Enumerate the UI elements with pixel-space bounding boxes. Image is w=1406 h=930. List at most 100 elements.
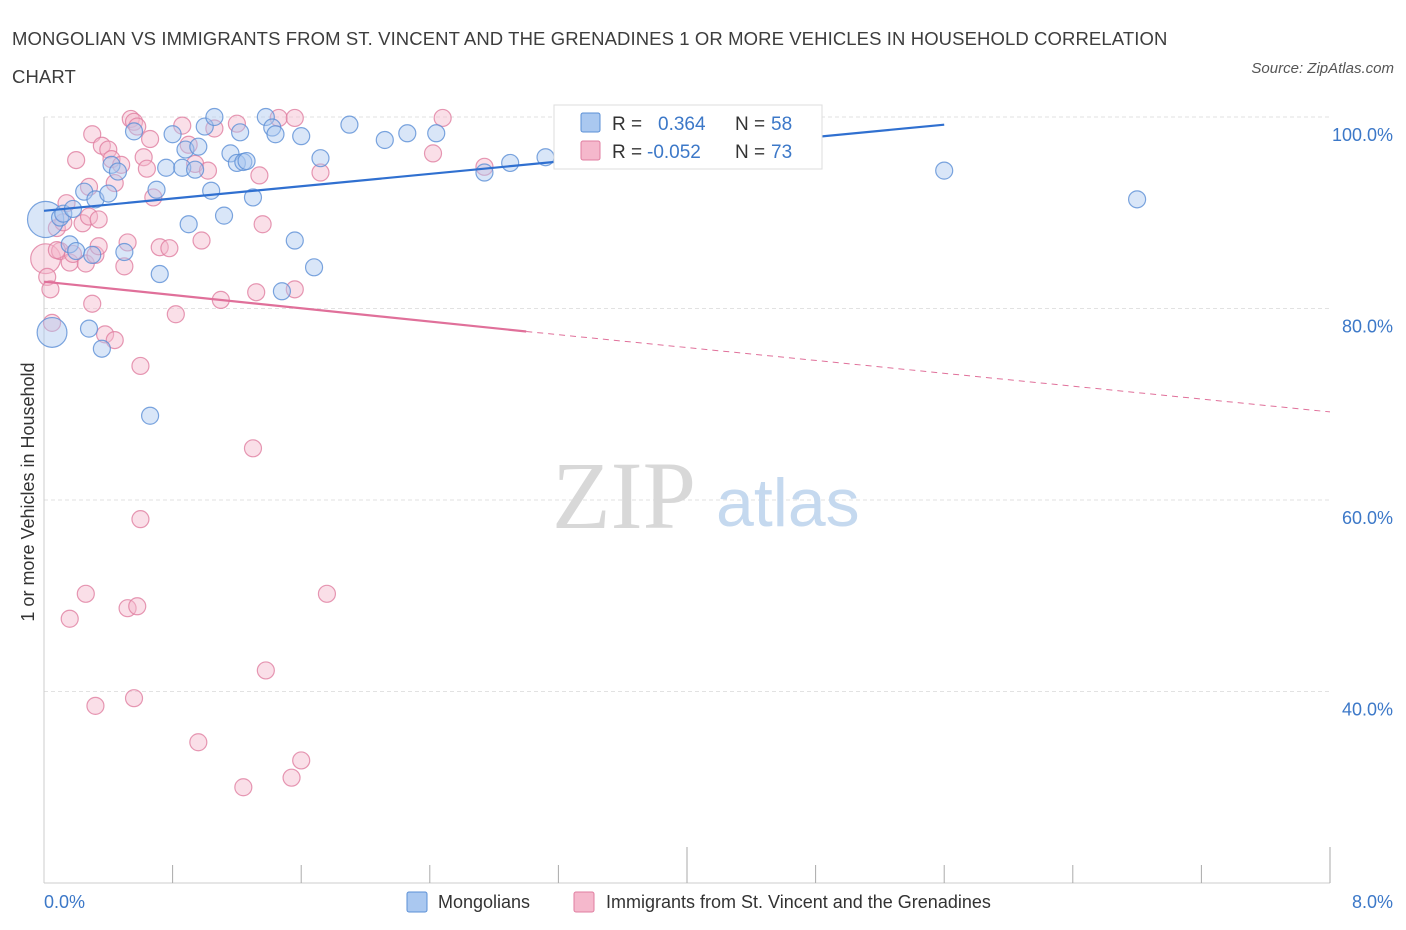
y-tick-label: 40.0% [1342,700,1393,720]
stats-n-value-2: 73 [771,142,792,163]
svg-immigrants-point [433,108,452,128]
axis-layer: 0.0% 8.0% [43,117,1393,912]
mongolian-point [340,115,359,134]
svg-immigrants-point [105,330,124,350]
svg-immigrants-point [67,150,86,170]
mongolian-point [195,117,214,136]
stats-n-label-1: N = [735,114,765,135]
pink-series-points [30,108,494,797]
svg-immigrants-point [166,305,185,324]
mongolian-point [935,161,954,180]
svg-immigrants-point [86,696,105,715]
mongolian-point [99,184,118,203]
mongolian-point [501,153,520,173]
svg-immigrants-point [60,609,79,628]
mongolian-point [1127,190,1147,209]
svg-immigrants-point [105,173,124,193]
svg-immigrants-point [243,439,263,458]
mongolian-point [243,188,263,207]
svg-immigrants-point [140,129,160,149]
stats-r-label-1: R = [612,114,642,135]
svg-immigrants-point [150,238,169,257]
y-tick-label: 100.0% [1332,125,1393,145]
mongolian-point [140,406,160,425]
stats-n-label-2: N = [735,142,765,163]
chart-source: Source: ZipAtlas.com [1251,60,1394,77]
legend: Mongolians Immigrants from St. Vincent a… [406,891,991,913]
stats-r-label-2: R = [612,142,642,163]
svg-immigrants-trend-line [43,280,527,333]
mongolian-point [124,122,144,141]
svg-immigrants-point [99,140,118,159]
mongolian-point [266,125,285,144]
mongolian-point [189,137,208,156]
watermark-atlas: atlas [716,465,860,541]
mongolian-point [163,125,182,144]
svg-immigrants-point [189,733,208,752]
stats-blue-swatch [580,112,601,133]
legend-svg-immigrants-swatch [573,891,595,913]
stats-pink-swatch [580,140,601,161]
svg-immigrants-point [282,768,301,787]
svg-immigrants-point [137,159,156,178]
svg-immigrants-point [311,163,330,182]
stats-n-value-1: 58 [771,114,792,135]
y-tick-label: 60.0% [1342,508,1393,528]
svg-immigrants-point [83,294,102,313]
svg-immigrants-point [247,283,266,302]
svg-immigrants-point [115,257,134,276]
svg-immigrants-point [128,597,147,616]
mongolian-point [108,162,128,181]
svg-immigrants-point [160,239,179,258]
svg-immigrants-point [198,161,218,180]
mongolian-point [237,151,256,171]
watermark-zip: ZIP [552,442,696,549]
mongolian-point [202,181,221,200]
mongolian-point [157,158,176,177]
legend-mongolians-swatch [406,891,428,913]
y-tick-label: 80.0% [1342,317,1393,337]
svg-immigrants-point [250,166,269,185]
mongolian-point [60,235,79,254]
grid-layer: 40.0% 60.0% 80.0% 100.0% [44,116,1393,720]
svg-immigrants-point [285,108,304,128]
svg-immigrants-point [76,584,95,603]
svg-immigrants-point [41,280,60,299]
svg-immigrants-point [234,778,253,797]
x-tick-label-max: 8.0% [1352,892,1393,912]
legend-svg-immigrants-label: Immigrants from St. Vincent and the Gren… [606,892,991,912]
mongolian-point [311,149,330,168]
mongolian-point [102,155,121,174]
stats-r-value-2: -0.052 [647,142,701,163]
mongolian-point [147,180,166,199]
mongolian-point [256,107,275,127]
svg-immigrants-point [253,215,272,234]
svg-immigrants-point [192,231,211,250]
stats-r-value-1: 0.364 [658,114,706,135]
mongolian-point [179,215,198,234]
mongolian-point [205,107,224,127]
mongolian-point [231,123,250,142]
svg-immigrants-point [256,661,275,680]
watermark: ZIP atlas [552,442,860,549]
legend-mongolians-label: Mongolians [438,892,530,912]
mongolian-point [92,339,111,358]
svg-immigrants-point [30,243,62,275]
chart-title: MONGOLIAN VS IMMIGRANTS FROM ST. VINCENT… [12,28,1168,87]
mongolian-point [375,130,394,150]
x-tick-label-min: 0.0% [44,892,85,912]
mongolian-point [83,245,102,264]
svg-immigrants-trend-extension [526,330,1331,413]
mongolian-point [285,231,304,250]
source-site: ZipAtlas.com [1307,60,1394,77]
mongolian-point [67,241,86,261]
svg-immigrants-point [95,325,115,344]
svg-immigrants-point [89,210,108,229]
stats-box: R = 0.364 N = 58 R = -0.052 N = 73 [553,104,823,170]
mongolian-point [79,319,99,338]
mongolian-point [292,127,311,146]
mongolian-point [221,144,240,163]
mongolian-point [304,258,324,277]
svg-immigrants-point [124,689,144,708]
mongolian-point [186,160,205,179]
